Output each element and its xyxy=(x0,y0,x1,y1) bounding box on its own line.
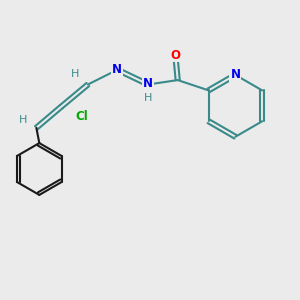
Text: H: H xyxy=(144,93,152,103)
Text: Cl: Cl xyxy=(76,110,88,123)
Text: N: N xyxy=(143,76,153,89)
Text: O: O xyxy=(170,49,180,62)
Text: H: H xyxy=(71,69,80,79)
Text: N: N xyxy=(112,63,122,76)
Text: N: N xyxy=(230,68,240,81)
Text: H: H xyxy=(19,115,27,124)
